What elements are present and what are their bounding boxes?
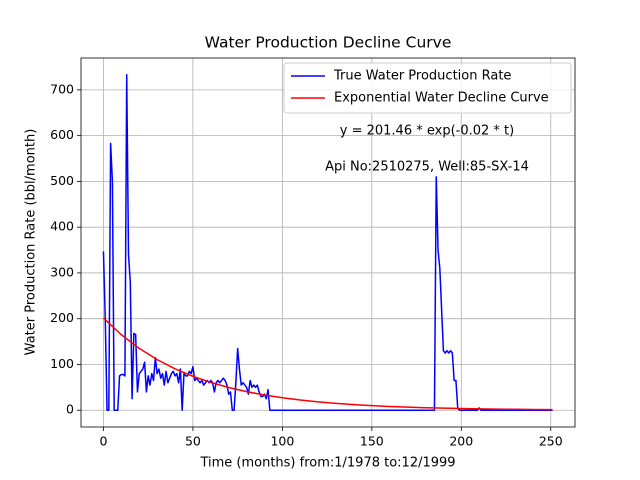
legend-label: Exponential Water Decline Curve bbox=[334, 91, 549, 106]
y-tick-label: 400 bbox=[50, 219, 74, 234]
x-tick-label: 50 bbox=[185, 434, 201, 449]
x-axis-label: Time (months) from:1/1978 to:12/1999 bbox=[199, 456, 455, 471]
y-axis-label: Water Production Rate (bbl/month) bbox=[24, 129, 39, 356]
data-line bbox=[102, 317, 553, 411]
y-tick-label: 300 bbox=[50, 264, 74, 279]
x-tick-label: 200 bbox=[449, 434, 473, 449]
y-tick-label: 700 bbox=[50, 81, 74, 96]
y-tick-label: 0 bbox=[66, 402, 74, 417]
annotation: y = 201.46 * exp(-0.02 * t) bbox=[340, 124, 514, 139]
y-tick-label: 600 bbox=[50, 127, 74, 142]
x-tick-label: 150 bbox=[360, 434, 384, 449]
data-line bbox=[102, 74, 553, 411]
legend-box bbox=[283, 62, 572, 114]
x-tick-label: 0 bbox=[99, 434, 107, 449]
x-tick-label: 250 bbox=[539, 434, 563, 449]
y-tick-label: 500 bbox=[50, 173, 74, 188]
y-tick-label: 100 bbox=[50, 356, 74, 371]
chart-title: Water Production Decline Curve bbox=[205, 34, 452, 52]
plot-frame bbox=[80, 57, 576, 428]
y-tick-label: 200 bbox=[50, 310, 74, 325]
x-tick-label: 100 bbox=[270, 434, 294, 449]
annotation: Api No:2510275, Well:85-SX-14 bbox=[325, 160, 529, 175]
legend-label: True Water Production Rate bbox=[333, 69, 511, 84]
